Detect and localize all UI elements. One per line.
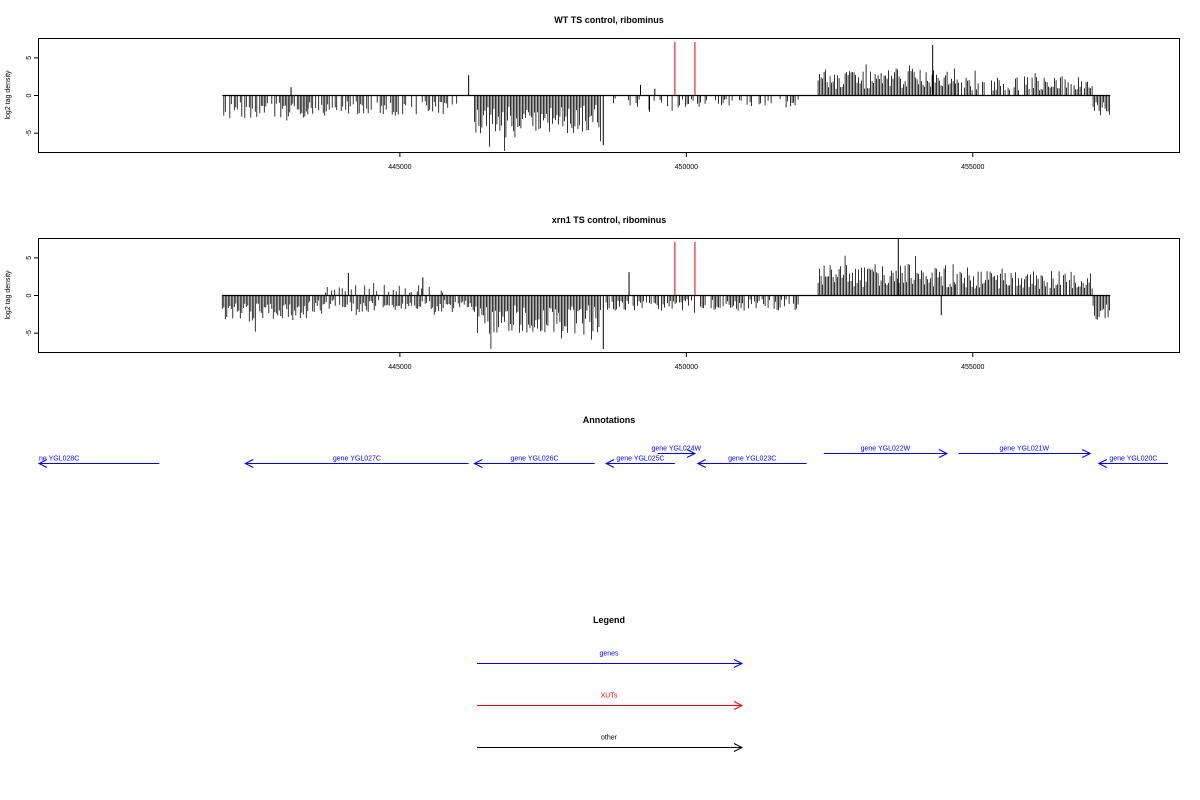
gene-label: gene YGL027C (333, 456, 381, 463)
legend-panel: Legend genes XUTs other (477, 615, 744, 752)
wt-y-axis-label: log2 tag density (5, 70, 12, 120)
xrn1-x-axis: 445000 450000 455000 (388, 352, 985, 371)
gene-arrowhead (605, 459, 615, 468)
y-tick-label: 0 (26, 293, 33, 297)
gene-label: gene YGL026C (510, 456, 558, 463)
y-tick-label: 5 (26, 256, 33, 260)
annotations-panel: Annotations ne YGL028C gene YGL027C gene Y… (37, 415, 1168, 468)
gene-label: gene YGL023C (728, 456, 776, 463)
legend-item: genes (477, 651, 744, 668)
xrn1-y-axis-label: log2 tag density (5, 270, 12, 320)
gene-arrowhead (244, 459, 254, 468)
wt-track-title: WT TS control, ribominus (554, 15, 664, 25)
legend-arrowhead (733, 659, 744, 668)
x-tick-label: 450000 (675, 164, 698, 171)
gene-arrow: gene YGL024W (651, 446, 702, 458)
legend-label: genes (599, 651, 619, 658)
gene-label: ne YGL028C (39, 456, 79, 463)
legend-item: XUTs (477, 693, 744, 710)
gene-arrowhead (696, 459, 707, 468)
gene-label: gene YGL024W (651, 446, 701, 453)
gene-arrow: gene YGL022W (823, 446, 949, 458)
gene-arrow: gene YGL021W (958, 446, 1092, 458)
xrn1-track-panel: xrn1 TS control, ribominus log2 tag dens… (5, 215, 1180, 371)
wt-x-axis: 445000 450000 455000 (388, 152, 985, 171)
legend-item: other (477, 735, 744, 752)
gene-arrowhead (473, 459, 483, 468)
y-tick-label: -5 (26, 330, 33, 336)
legend-label: XUTs (601, 693, 618, 700)
y-tick-label: -5 (26, 130, 33, 136)
legend-title: Legend (593, 615, 625, 625)
gene-arrow: gene YGL023C (696, 456, 807, 468)
gene-label: gene YGL022W (861, 446, 911, 453)
legend-items: genes XUTs other (477, 651, 744, 752)
x-tick-label: 455000 (961, 364, 984, 371)
gene-arrow: gene YGL025C (605, 456, 675, 468)
legend-arrowhead (733, 743, 744, 752)
gene-arrowhead (686, 449, 697, 458)
legend-label: other (601, 735, 618, 742)
legend-arrowhead (733, 701, 744, 710)
gene-label: gene YGL025C (616, 456, 664, 463)
gene-arrow: gene YGL020C (1097, 456, 1168, 468)
gene-arrowhead (1097, 459, 1108, 468)
gene-arrow: gene YGL026C (473, 456, 595, 468)
x-tick-label: 445000 (388, 364, 411, 371)
gene-label: gene YGL021W (999, 446, 1049, 453)
gene-arrowhead (1081, 449, 1092, 458)
xrn1-xut-markers (674, 242, 696, 296)
gene-label: gene YGL020C (1109, 456, 1157, 463)
gene-arrow: gene YGL027C (244, 456, 469, 468)
x-tick-label: 455000 (961, 164, 984, 171)
xrn1-y-axis: 5 0 -5 (26, 256, 39, 336)
xrn1-track-title: xrn1 TS control, ribominus (552, 215, 667, 225)
y-tick-label: 5 (26, 56, 33, 60)
gene-arrows: ne YGL028C gene YGL027C gene YGL026C gene Y… (37, 446, 1168, 468)
y-tick-label: 0 (26, 93, 33, 97)
x-tick-label: 445000 (388, 164, 411, 171)
annotations-title: Annotations (583, 415, 636, 425)
gene-arrowhead (37, 459, 48, 468)
xrn1-signal-bars (221, 238, 1110, 349)
wt-xut-markers (674, 42, 696, 96)
gene-arrow: ne YGL028C (37, 456, 160, 468)
gene-arrowhead (938, 449, 949, 458)
wt-track-panel: WT TS control, ribominus log2 tag densit… (5, 15, 1180, 171)
wt-y-axis: 5 0 -5 (26, 56, 39, 136)
wt-signal-bars (223, 45, 1110, 151)
x-tick-label: 450000 (675, 364, 698, 371)
